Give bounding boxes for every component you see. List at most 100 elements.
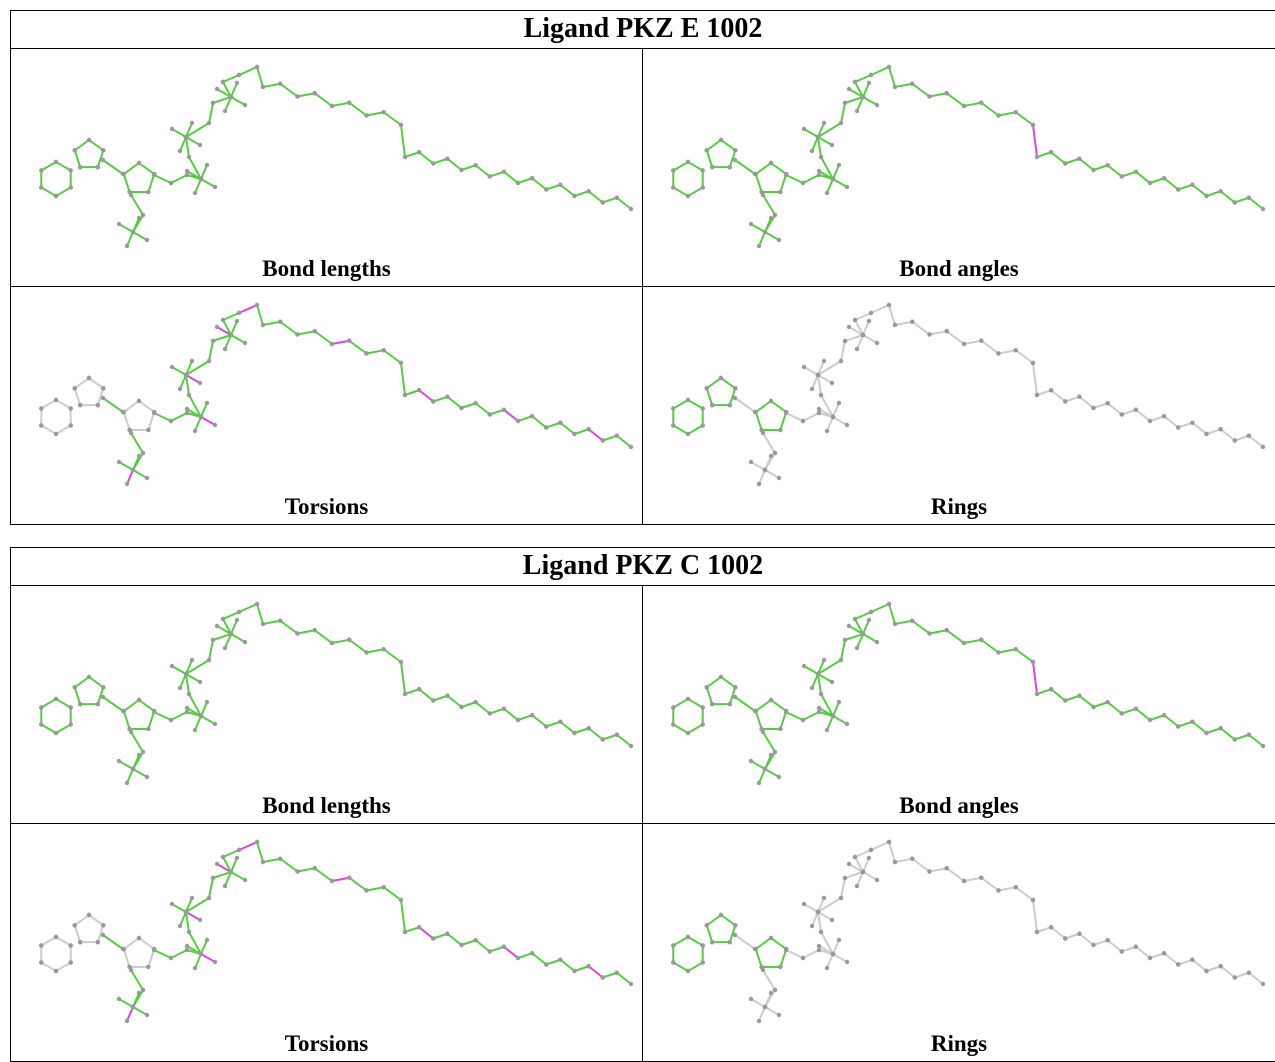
bond — [405, 390, 419, 395]
panel: Bond lengths — [11, 49, 643, 286]
atom — [1120, 412, 1124, 416]
atom — [927, 94, 931, 98]
atom — [733, 685, 737, 689]
bond — [804, 904, 818, 912]
atom — [1162, 951, 1166, 955]
atom — [516, 956, 520, 960]
atom — [853, 318, 857, 322]
atom — [73, 148, 77, 152]
bond — [127, 470, 133, 484]
atom — [749, 997, 753, 1001]
atom — [54, 432, 58, 436]
atom — [544, 425, 548, 429]
bond — [1079, 159, 1093, 170]
atom — [1176, 187, 1180, 191]
atom — [1035, 155, 1039, 159]
bond — [999, 350, 1016, 353]
atom — [1204, 432, 1208, 436]
bond — [504, 410, 518, 421]
atom — [861, 333, 865, 337]
atom — [1035, 692, 1039, 696]
atom — [1247, 434, 1251, 438]
bond — [999, 649, 1016, 652]
bond — [257, 67, 263, 87]
bond — [603, 973, 617, 978]
bond — [384, 887, 401, 900]
atom — [295, 332, 299, 336]
bond — [999, 887, 1016, 890]
atom — [615, 196, 619, 200]
atom — [1014, 110, 1018, 114]
bond — [186, 912, 189, 932]
bond — [127, 232, 133, 246]
bond — [1207, 429, 1221, 434]
bond — [1192, 423, 1206, 434]
bond — [617, 735, 631, 746]
atom — [255, 303, 259, 307]
bond — [195, 716, 201, 730]
atom — [996, 650, 1000, 654]
bond — [1249, 198, 1263, 209]
atom — [101, 148, 105, 152]
atom — [146, 190, 150, 194]
bond — [673, 400, 688, 409]
atom — [205, 401, 209, 405]
atom — [1148, 181, 1152, 185]
atom — [855, 347, 859, 351]
atom — [215, 624, 219, 628]
bond — [721, 915, 735, 925]
atom — [69, 960, 73, 964]
atom — [843, 101, 847, 105]
atom — [1176, 962, 1180, 966]
atom — [198, 680, 202, 684]
atom — [733, 933, 737, 937]
bond — [239, 604, 257, 612]
atom — [1134, 170, 1138, 174]
atom — [39, 168, 43, 172]
atom — [184, 672, 188, 676]
atom — [78, 702, 82, 706]
atom — [893, 323, 897, 327]
atom — [488, 711, 492, 715]
atom — [169, 956, 173, 960]
bond — [930, 93, 947, 96]
bond — [154, 413, 171, 421]
atom — [69, 406, 73, 410]
atom — [757, 1019, 761, 1023]
atom — [784, 411, 788, 415]
panel: Bond lengths — [11, 586, 643, 823]
bond — [759, 769, 765, 783]
atom — [78, 403, 82, 407]
molecule-drawing — [671, 602, 1265, 785]
bond — [617, 198, 631, 209]
atom — [39, 722, 43, 726]
bond — [231, 83, 237, 97]
bond — [765, 1007, 779, 1015]
atom — [207, 359, 211, 363]
atom — [39, 185, 43, 189]
atom — [488, 412, 492, 416]
bond — [763, 970, 775, 990]
atom — [184, 135, 188, 139]
atom — [1261, 207, 1265, 211]
atom — [178, 686, 182, 690]
atom — [839, 896, 843, 900]
atom — [431, 399, 435, 403]
bond — [673, 426, 688, 435]
atom — [213, 423, 217, 427]
bond — [1065, 696, 1079, 701]
atom — [544, 962, 548, 966]
atom — [817, 407, 821, 411]
atom — [215, 862, 219, 866]
bond — [818, 375, 832, 383]
atom — [131, 468, 135, 472]
molecule — [643, 49, 1275, 286]
panel: Bond angles — [643, 586, 1275, 823]
molecule — [643, 586, 1275, 823]
atom — [145, 476, 149, 480]
bond — [841, 341, 845, 361]
atom — [887, 840, 891, 844]
atom — [1190, 958, 1194, 962]
atom — [615, 434, 619, 438]
atom — [893, 85, 897, 89]
